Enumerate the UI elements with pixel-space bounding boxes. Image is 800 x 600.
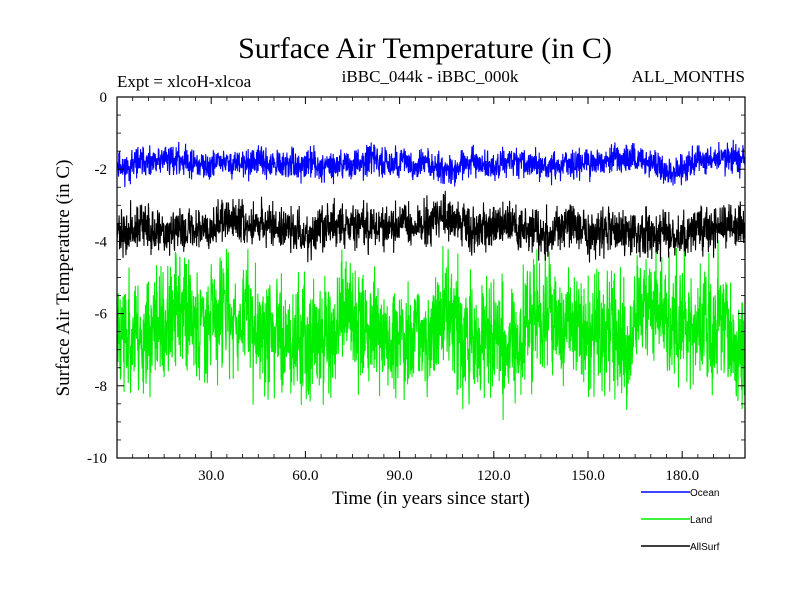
x-tick-label: 150.0 xyxy=(571,468,605,484)
chart-title: Surface Air Temperature (in C) xyxy=(238,32,612,65)
y-tick-label: -8 xyxy=(95,379,108,395)
y-tick-label: -4 xyxy=(95,234,108,250)
y-axis-label: Surface Air Temperature (in C) xyxy=(53,160,74,397)
legend-label-allsurf: AllSurf xyxy=(690,542,720,553)
x-axis-label: Time (in years since start) xyxy=(332,488,530,509)
legend-label-ocean: Ocean xyxy=(690,488,719,499)
y-tick-label: -2 xyxy=(95,162,108,178)
x-tick-label: 180.0 xyxy=(665,468,699,484)
experiment-label: Expt = xlcoH-xlcoa xyxy=(117,72,252,91)
x-tick-label: 30.0 xyxy=(198,468,224,484)
months-label: ALL_MONTHS xyxy=(632,67,745,86)
x-tick-label: 60.0 xyxy=(292,468,318,484)
series-layer xyxy=(117,139,745,421)
series-line-allsurf xyxy=(117,190,745,263)
legend: Ocean Land AllSurf xyxy=(641,488,720,553)
y-tick-label: 0 xyxy=(100,90,108,106)
x-tick-label: 90.0 xyxy=(386,468,412,484)
ticks-layer: 30.0 60.0 90.0 120.0 150.0 180.0 0 -2 -4 -6 -8 -10 xyxy=(87,90,745,484)
y-tick-label: -6 xyxy=(95,307,108,323)
comparison-label: iBBC_044k - iBBC_000k xyxy=(342,67,519,86)
series-line-land xyxy=(117,240,745,421)
y-tick-label: -10 xyxy=(87,451,107,467)
legend-label-land: Land xyxy=(690,515,712,526)
series-line-ocean xyxy=(117,139,745,188)
x-tick-label: 120.0 xyxy=(477,468,511,484)
